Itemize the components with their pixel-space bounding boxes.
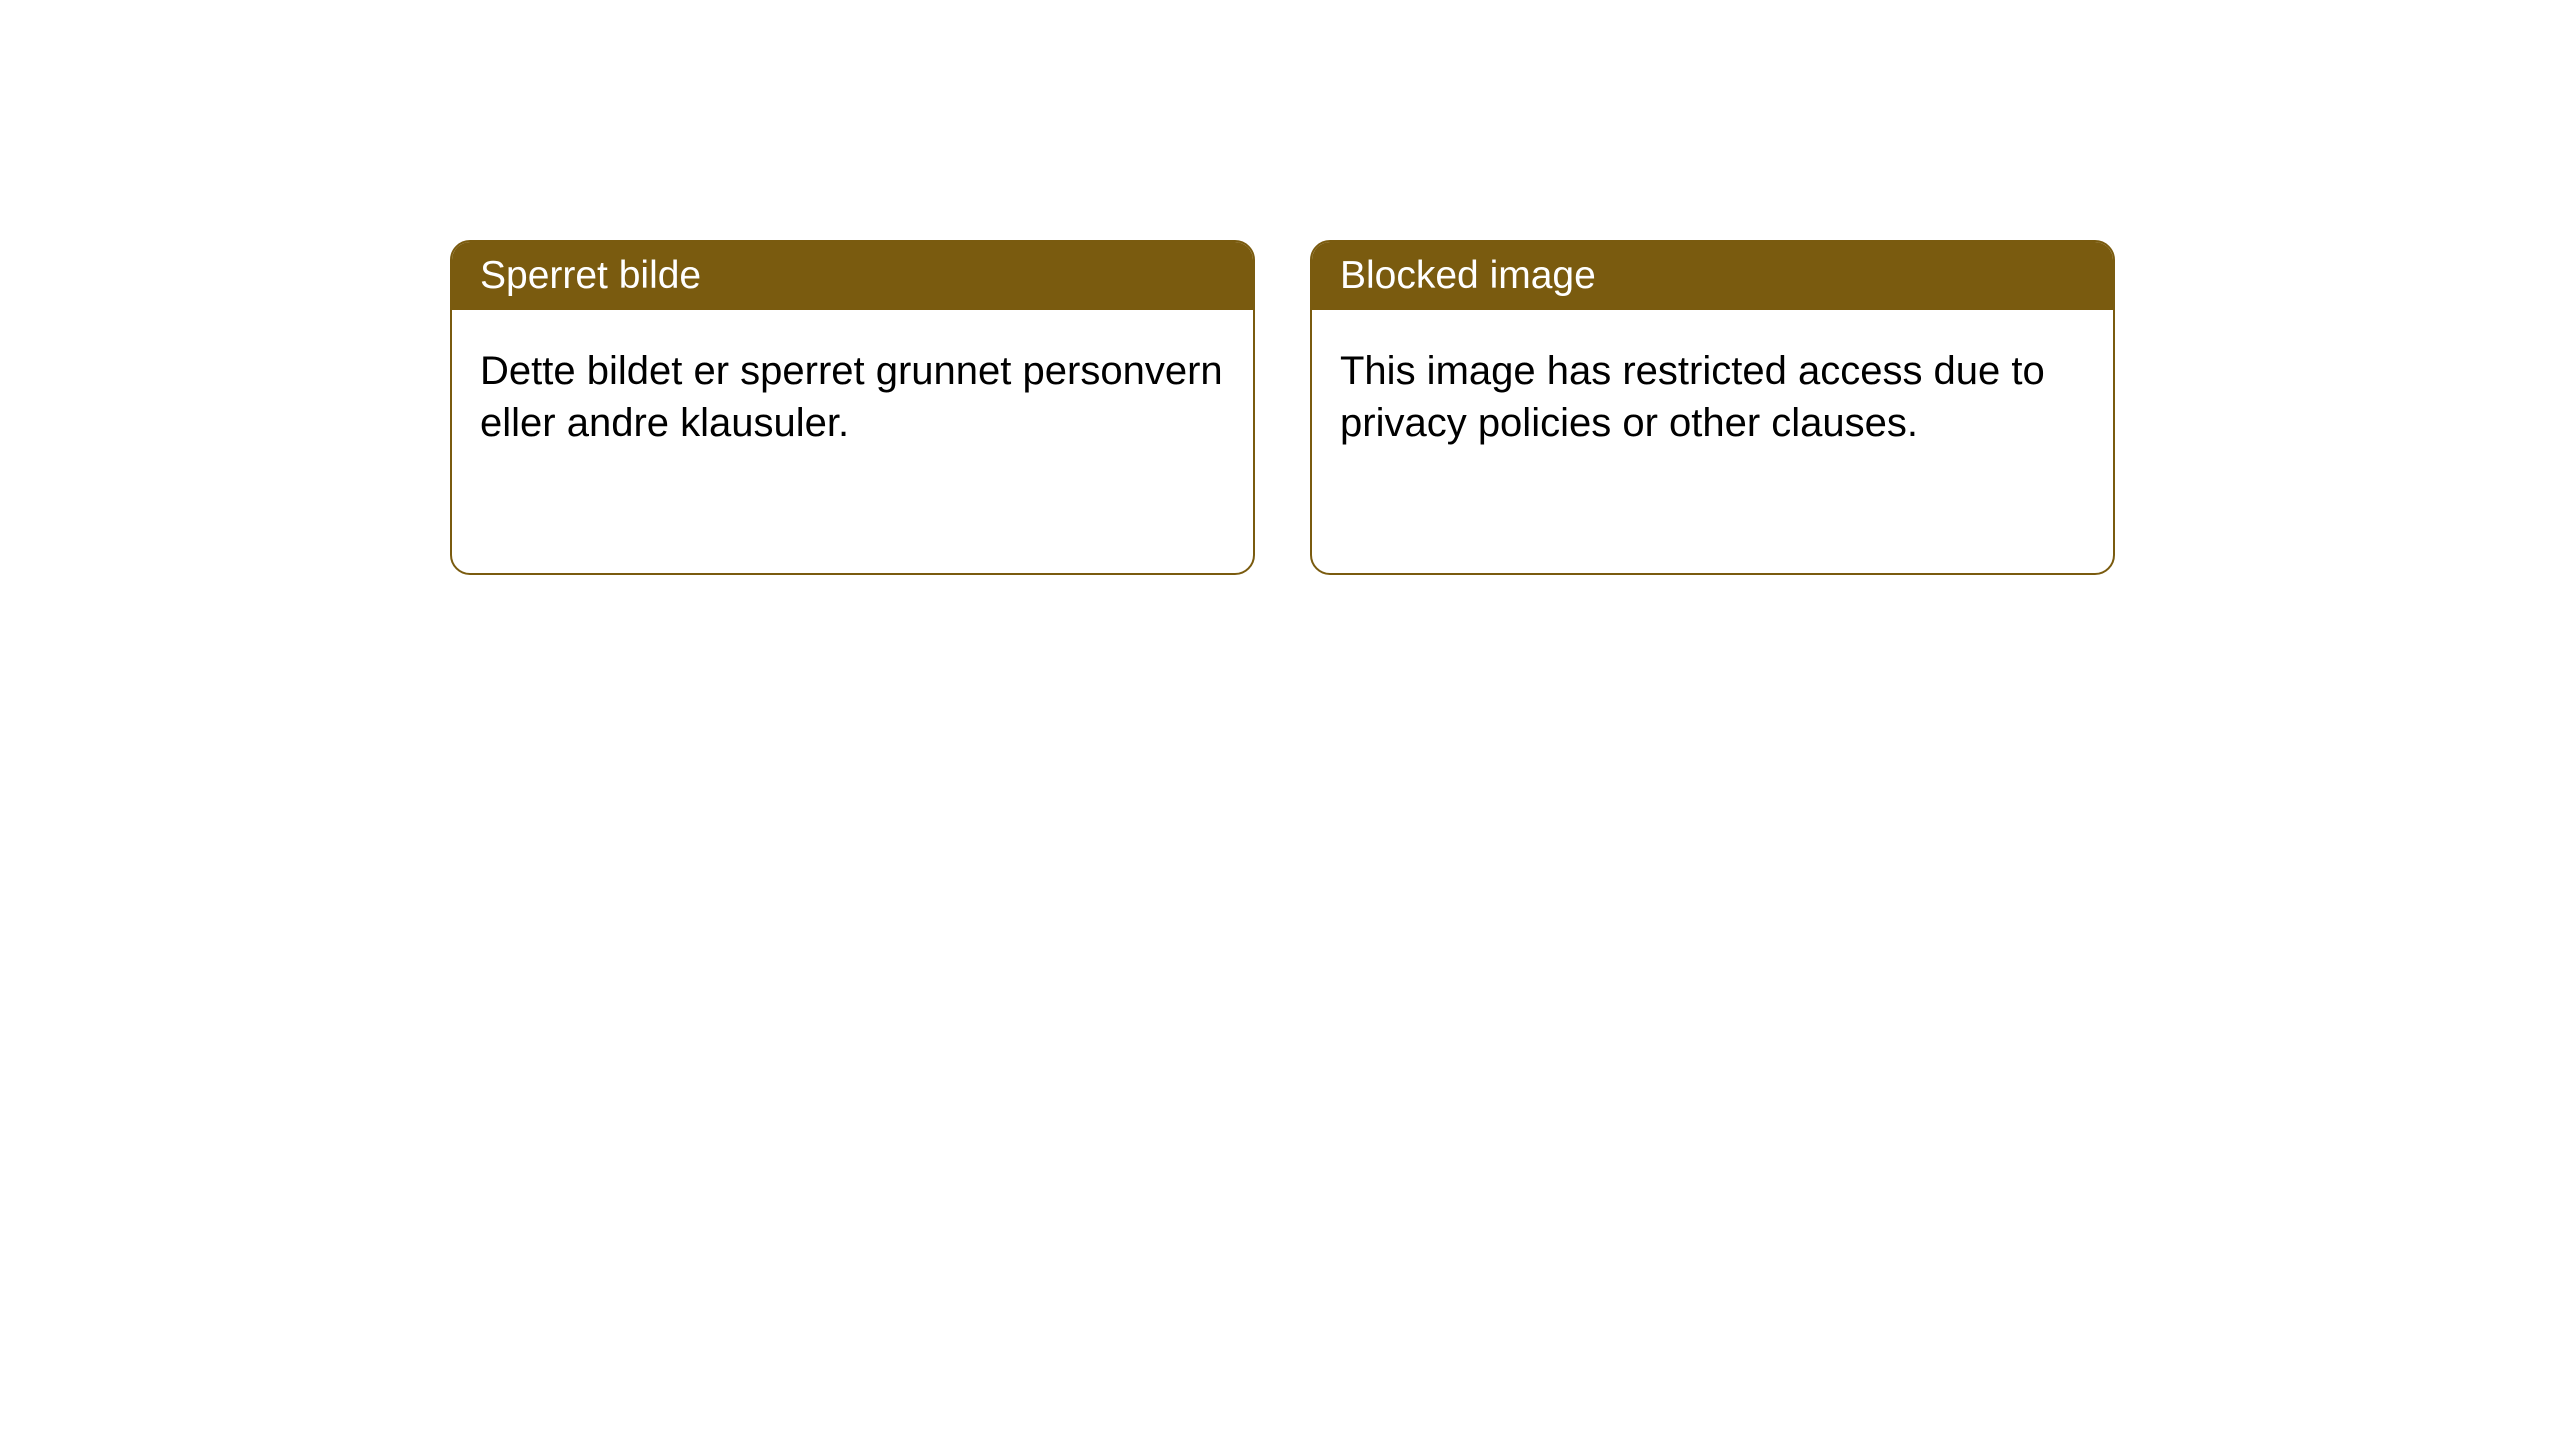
notice-card-header: Sperret bilde (452, 242, 1253, 310)
notice-card-body: This image has restricted access due to … (1312, 310, 2113, 484)
notice-card-en: Blocked image This image has restricted … (1310, 240, 2115, 575)
notice-card-no: Sperret bilde Dette bildet er sperret gr… (450, 240, 1255, 575)
notice-card-body: Dette bildet er sperret grunnet personve… (452, 310, 1253, 484)
notice-card-header: Blocked image (1312, 242, 2113, 310)
notice-cards-row: Sperret bilde Dette bildet er sperret gr… (0, 0, 2560, 575)
